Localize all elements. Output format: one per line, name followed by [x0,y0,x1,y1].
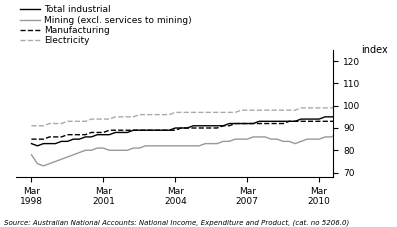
Y-axis label: index: index [361,45,388,55]
Mining (excl. services to mining) [83,149,88,152]
Mining (excl. services to mining) [29,153,34,156]
Line: Electricity: Electricity [31,79,397,126]
Electricity [251,109,256,111]
Legend: Total industrial, Mining (excl. services to mining), Manufacturing, Electricity: Total industrial, Mining (excl. services… [20,5,191,45]
Total industrial [257,120,262,123]
Text: Source: Australian National Accounts: National Income, Expenditure and Product, : Source: Australian National Accounts: Na… [4,219,349,226]
Total industrial [29,142,34,145]
Mining (excl. services to mining) [257,136,262,138]
Mining (excl. services to mining) [353,131,357,134]
Line: Mining (excl. services to mining): Mining (excl. services to mining) [31,81,397,166]
Total industrial [353,111,357,114]
Manufacturing [77,133,82,136]
Electricity [29,124,34,127]
Line: Manufacturing: Manufacturing [31,106,397,139]
Manufacturing [101,131,106,134]
Manufacturing [29,138,34,141]
Total industrial [107,133,112,136]
Total industrial [35,144,40,147]
Manufacturing [251,122,256,125]
Total industrial [83,136,88,138]
Line: Total industrial: Total industrial [31,86,397,146]
Electricity [347,106,351,109]
Mining (excl. services to mining) [41,165,46,167]
Mining (excl. services to mining) [107,149,112,152]
Electricity [77,120,82,123]
Electricity [101,118,106,121]
Manufacturing [347,120,351,123]
